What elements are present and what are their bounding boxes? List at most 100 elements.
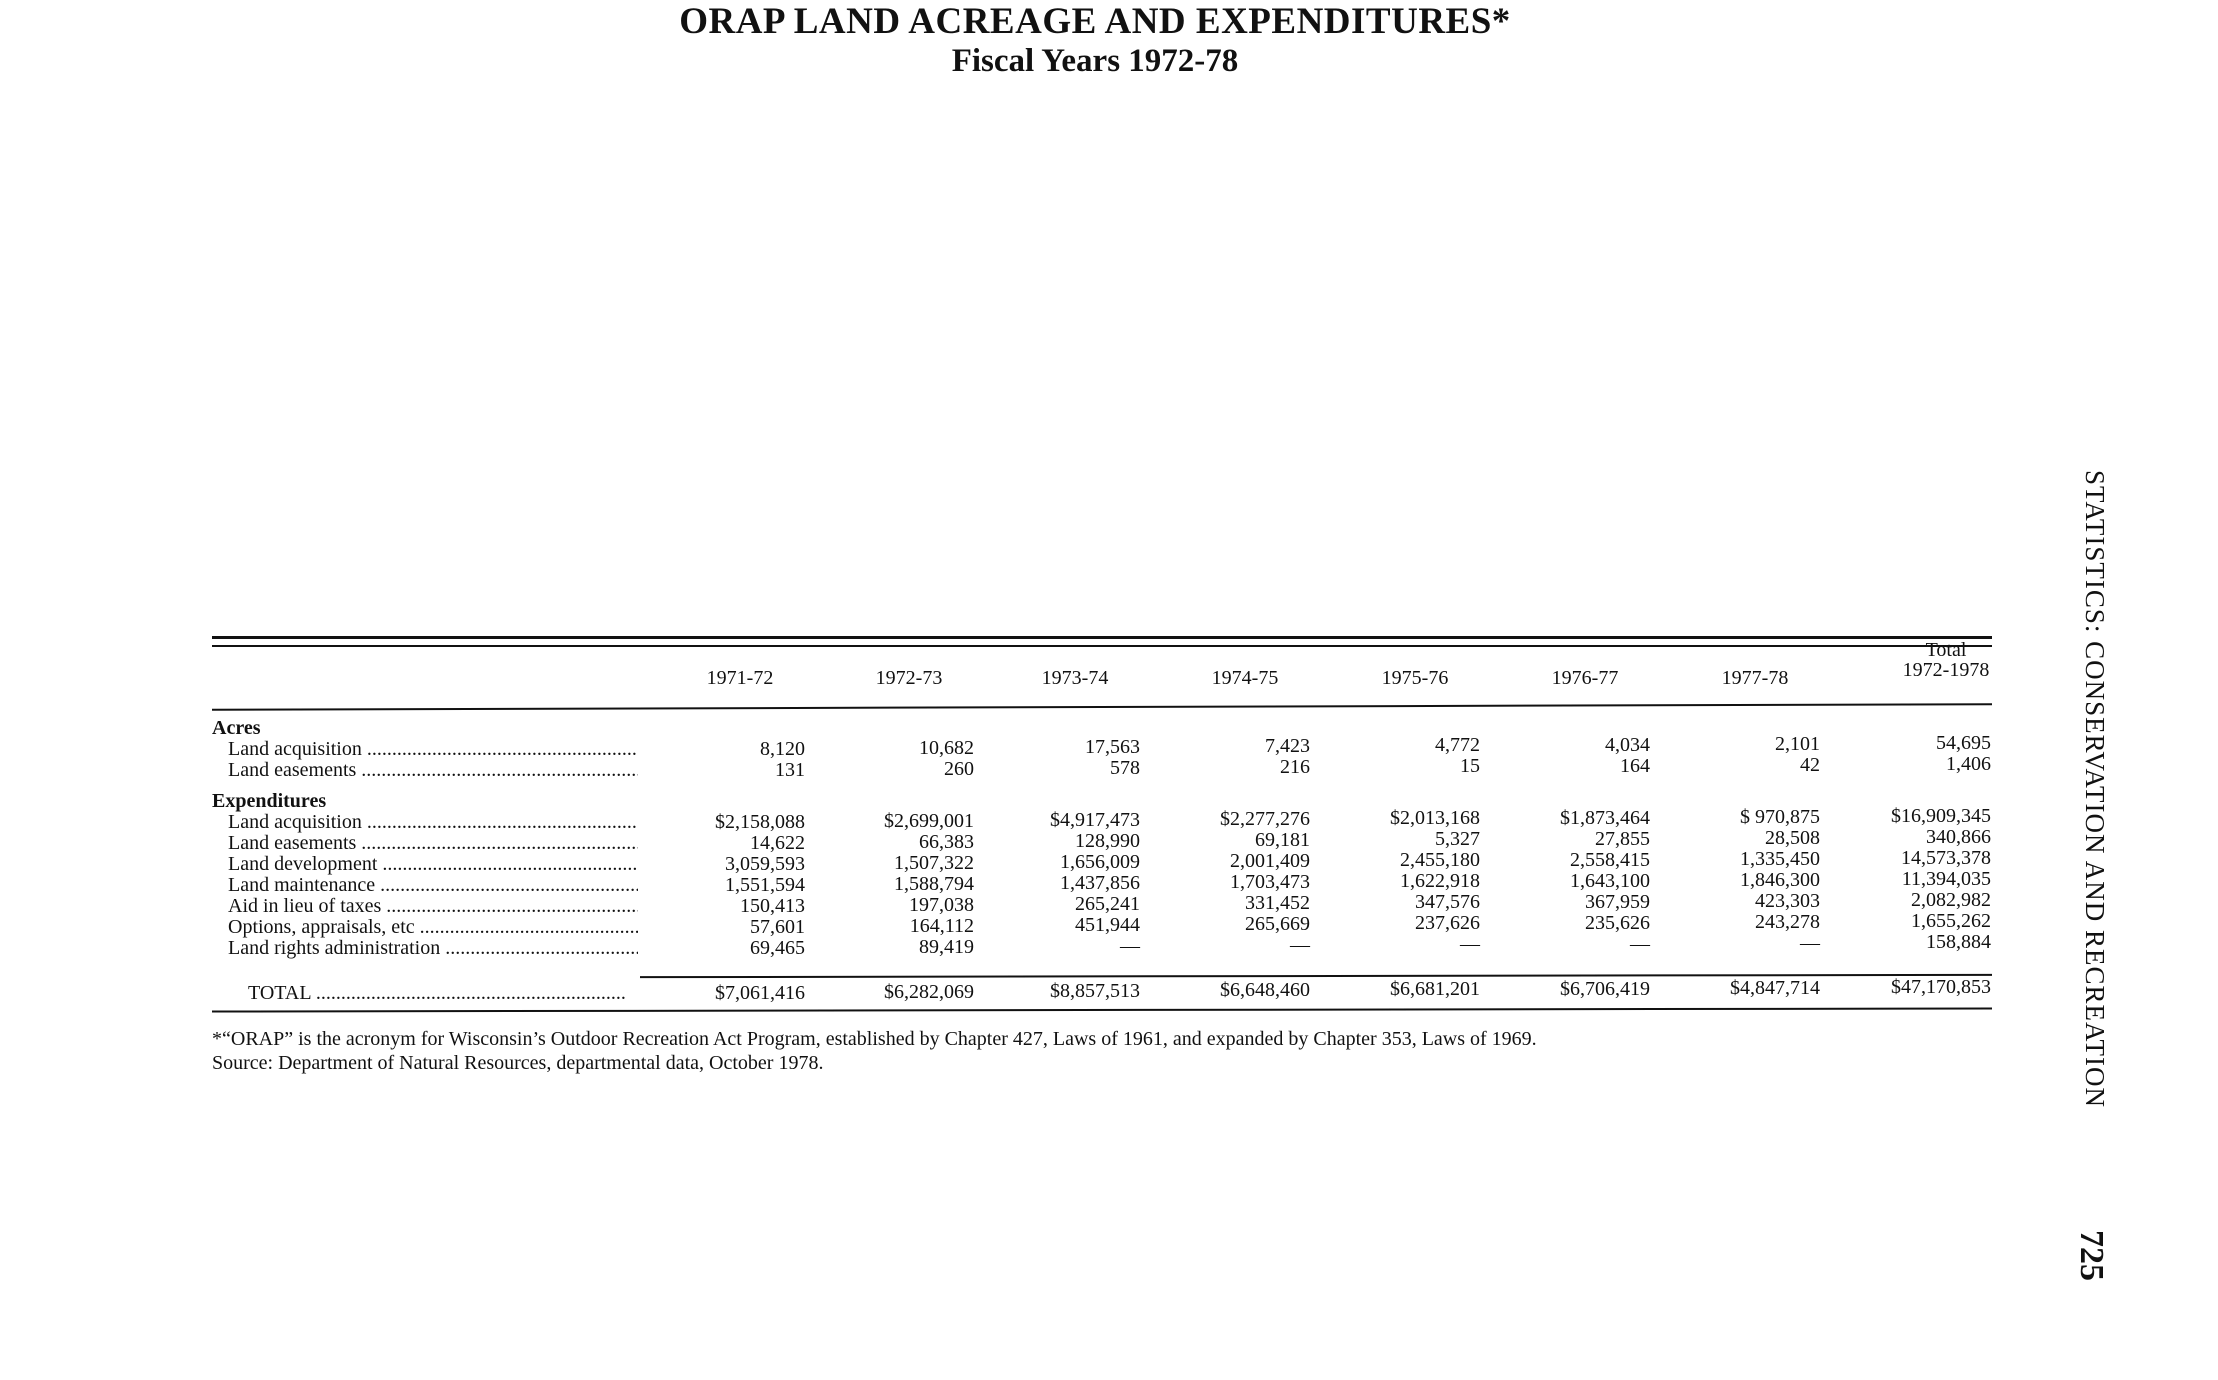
table-cell: 17,563: [1085, 736, 1140, 759]
table-cell: 1,588,794: [894, 873, 974, 896]
table-cell: 367,959: [1585, 890, 1650, 913]
total-cell: $4,847,714: [1730, 976, 1820, 999]
column-header: 1974-75: [1211, 667, 1279, 689]
table-cell: 451,944: [1075, 914, 1140, 937]
row-label: Aid in lieu of taxes ...................…: [228, 896, 638, 917]
row-label: Land development .......................…: [228, 854, 638, 875]
table-cell: 14,573,378: [1901, 846, 1991, 869]
table-cell: 197,038: [909, 894, 974, 917]
footnote: *“ORAP” is the acronym for Wisconsin’s O…: [212, 1028, 1537, 1050]
table-cell: 4,034: [1605, 733, 1650, 756]
table-cell: 42: [1800, 753, 1820, 776]
table-cell: 331,452: [1245, 892, 1310, 915]
table-cell: —: [1460, 933, 1480, 956]
top-rule-1: [212, 636, 1992, 639]
table-cell: 158,884: [1926, 930, 1991, 953]
column-header: 1971-72: [706, 667, 774, 689]
table-cell: 265,669: [1245, 913, 1310, 936]
table-cell: 14,622: [750, 832, 805, 854]
table-cell: 10,682: [919, 737, 974, 760]
table-cell: 1,507,322: [894, 852, 974, 875]
table-cell: $2,158,088: [715, 811, 805, 833]
table-cell: 340,866: [1926, 825, 1991, 848]
table-cell: $2,699,001: [884, 810, 974, 833]
table-cell: 265,241: [1075, 893, 1140, 916]
row-label: Land acquisition .......................…: [228, 739, 638, 760]
table-cell: 7,423: [1265, 735, 1310, 758]
table-cell: $16,909,345: [1891, 804, 1991, 827]
table-subtitle: Fiscal Years 1972-78: [951, 43, 1239, 79]
table-cell: 5,327: [1435, 828, 1480, 851]
table-cell: 11,394,035: [1901, 867, 1991, 890]
column-header: 1976-77: [1551, 667, 1619, 689]
table-cell: 4,772: [1435, 734, 1480, 757]
table-cell: 2,082,982: [1911, 888, 1991, 911]
table-cell: —: [1290, 934, 1310, 957]
row-label: Land easements .........................…: [228, 760, 638, 781]
table-cell: 15: [1460, 755, 1480, 778]
table-cell: 347,576: [1415, 891, 1480, 914]
table-cell: 131: [775, 759, 805, 781]
table-cell: 1,846,300: [1740, 868, 1820, 891]
table-title: ORAP LAND ACREAGE AND EXPENDITURES*: [679, 1, 1511, 42]
table-cell: 150,413: [740, 895, 805, 917]
table-cell: 2,101: [1775, 732, 1820, 755]
total-label: TOTAL ..................................…: [248, 983, 626, 1004]
total-cell: $8,857,513: [1050, 980, 1140, 1003]
total-cell: $6,681,201: [1390, 978, 1480, 1001]
column-header: 1977-78: [1721, 667, 1789, 689]
row-label: Land rights administration .............…: [228, 938, 638, 959]
section-heading: Expenditures: [212, 790, 327, 812]
table-cell: 237,626: [1415, 912, 1480, 935]
source-note: Source: Department of Natural Resources,…: [212, 1052, 824, 1074]
table-cell: 1,551,594: [725, 874, 805, 896]
table-cell: —: [1630, 932, 1650, 955]
table-cell: 164,112: [909, 915, 974, 938]
table-cell: 1,437,856: [1060, 872, 1140, 895]
column-header: 1973-74: [1041, 667, 1109, 689]
table-cell: —: [1120, 935, 1140, 958]
table-cell: 54,695: [1936, 731, 1991, 754]
total-cell: $6,648,460: [1220, 979, 1310, 1002]
table-cell: 1,643,100: [1570, 869, 1650, 892]
table-cell: $2,277,276: [1220, 808, 1310, 831]
row-label: Land maintenance .......................…: [228, 875, 638, 896]
table-cell: $1,873,464: [1560, 806, 1650, 829]
running-head: STATISTICS: CONSERVATION AND RECREATION: [2080, 470, 2110, 1108]
column-header-total: 1972-1978: [1902, 659, 1990, 681]
row-label: Options, appraisals, etc ...............…: [228, 917, 638, 938]
table-cell: 27,855: [1595, 827, 1650, 850]
column-header: 1972-73: [875, 667, 943, 689]
column-header: 1975-76: [1381, 667, 1449, 689]
total-cell: $6,282,069: [884, 981, 974, 1004]
table-cell: —: [1800, 931, 1820, 954]
table-cell: 28,508: [1765, 826, 1820, 849]
table-cell: 8,120: [760, 738, 805, 760]
table-cell: 66,383: [919, 831, 974, 854]
section-heading: Acres: [212, 717, 261, 739]
table-cell: 2,558,415: [1570, 848, 1650, 871]
table-cell: 423,303: [1755, 889, 1820, 912]
bottom-rule: [211, 1007, 1993, 1013]
row-label: Land acquisition .......................…: [228, 812, 638, 833]
table-cell: 57,601: [750, 916, 805, 938]
total-cell: $6,706,419: [1560, 977, 1650, 1000]
table-cell: $2,013,168: [1390, 807, 1480, 830]
total-cell: $47,170,853: [1891, 975, 1991, 998]
header-rule: [212, 703, 1992, 711]
table-cell: 69,181: [1255, 829, 1310, 852]
table-cell: 1,656,009: [1060, 851, 1140, 874]
table-cell: $4,917,473: [1050, 809, 1140, 832]
table-cell: $ 970,875: [1740, 805, 1820, 828]
table-cell: 128,990: [1075, 830, 1140, 853]
table-cell: 578: [1110, 757, 1140, 780]
table-cell: 89,419: [919, 936, 974, 959]
table-cell: 2,001,409: [1230, 850, 1310, 873]
table-cell: 69,465: [750, 937, 805, 959]
page-number: 725: [2073, 1230, 2110, 1281]
table-cell: 1,703,473: [1230, 871, 1310, 894]
top-rule-2: [212, 645, 1992, 647]
table-cell: 164: [1620, 754, 1650, 777]
table-cell: 3,059,593: [725, 853, 805, 875]
table-cell: 2,455,180: [1400, 849, 1480, 872]
